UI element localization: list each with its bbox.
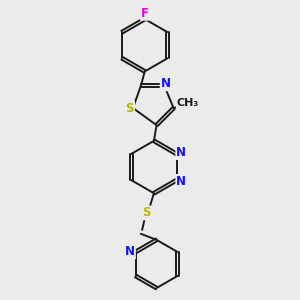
Text: CH₃: CH₃ <box>177 98 199 108</box>
Text: N: N <box>176 146 186 159</box>
Text: S: S <box>142 206 150 219</box>
Text: N: N <box>125 245 135 258</box>
Text: N: N <box>176 175 186 188</box>
Text: F: F <box>141 7 149 20</box>
Text: N: N <box>161 77 171 90</box>
Text: S: S <box>126 102 134 115</box>
